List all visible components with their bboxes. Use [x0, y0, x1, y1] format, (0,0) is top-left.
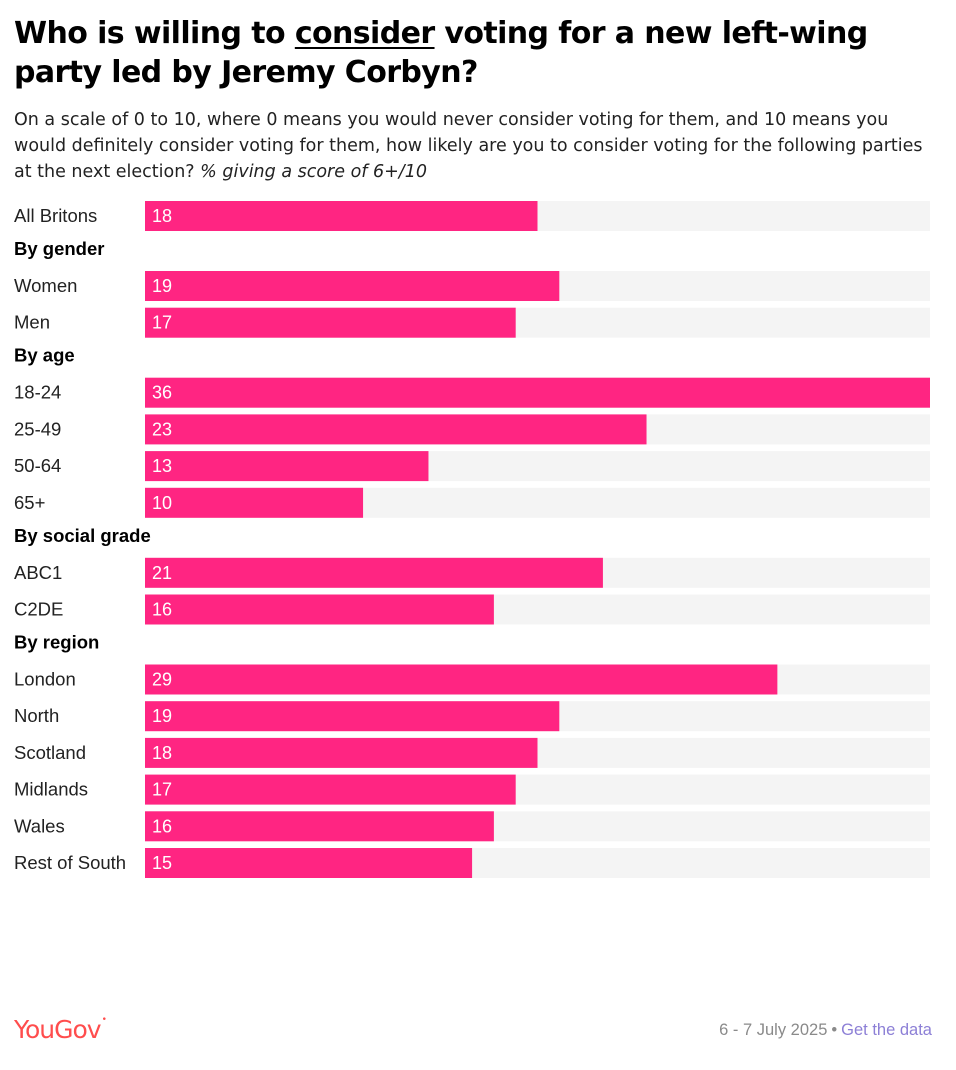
subtitle-question: On a scale of 0 to 10, where 0 means you…: [14, 110, 923, 182]
value-label: 29: [152, 670, 172, 690]
group-label: By age: [14, 345, 75, 366]
fieldwork-date: 6 - 7 July 2025: [719, 1021, 828, 1039]
bar-chart: All Britons 18 By gender Women 19 Men 17 By age…: [14, 201, 930, 878]
category-label: All Britons: [14, 205, 97, 226]
bar: [145, 811, 494, 842]
category-label: Women: [14, 275, 77, 296]
category-label: 50-64: [14, 455, 61, 476]
bar: [145, 701, 560, 732]
category-label: North: [14, 705, 59, 726]
bar: [145, 487, 364, 518]
get-the-data-link[interactable]: Get the data: [841, 1021, 932, 1039]
title-part-1: Who is willing to: [14, 16, 295, 51]
category-label: 65+: [14, 492, 45, 513]
category-label: Midlands: [14, 779, 88, 800]
value-label: 15: [152, 853, 172, 873]
value-label: 17: [152, 780, 172, 800]
bar: [145, 451, 429, 482]
value-label: 23: [152, 419, 172, 439]
value-label: 17: [152, 313, 172, 333]
group-label: By social grade: [14, 525, 151, 546]
bar: [145, 594, 494, 625]
value-label: 13: [152, 456, 172, 476]
bar: [145, 848, 473, 878]
yougov-logo: YouGov•: [14, 1015, 107, 1044]
bar: [145, 557, 603, 588]
category-label: 25-49: [14, 418, 61, 439]
title-part-2: voting for a new left-wing party led by …: [14, 16, 868, 90]
value-label: 18: [152, 206, 172, 226]
category-label: London: [14, 669, 76, 690]
category-label: Men: [14, 312, 50, 333]
value-label: 21: [152, 563, 172, 583]
bar: [145, 774, 516, 805]
category-label: C2DE: [14, 599, 63, 620]
bar: [145, 414, 647, 445]
value-label: 19: [152, 706, 172, 726]
yougov-logo-text: YouGov: [14, 1015, 102, 1044]
value-label: 10: [152, 493, 172, 513]
value-label: 19: [152, 276, 172, 296]
category-label: ABC1: [14, 562, 62, 583]
trademark-icon: •: [101, 1015, 107, 1025]
value-label: 18: [152, 743, 172, 763]
bar: [145, 737, 538, 768]
group-label: By gender: [14, 238, 104, 259]
category-label: Wales: [14, 815, 65, 836]
separator-dot: •: [831, 1021, 838, 1039]
value-label: 36: [152, 383, 172, 403]
bar: [145, 377, 930, 408]
chart-subtitle: On a scale of 0 to 10, where 0 means you…: [14, 107, 939, 185]
chart-title: Who is willing to consider voting for a …: [14, 14, 934, 92]
bar: [145, 271, 560, 301]
subtitle-note: % giving a score of 6+/10: [200, 162, 427, 182]
footer-meta: 6 - 7 July 2025 • Get the data: [719, 1021, 932, 1040]
bar: [145, 307, 516, 338]
group-label: By region: [14, 632, 99, 653]
category-label: 18-24: [14, 382, 61, 403]
category-label: Rest of South: [14, 852, 126, 873]
footer: YouGov• 6 - 7 July 2025 • Get the data: [14, 1015, 932, 1047]
category-label: Scotland: [14, 742, 86, 763]
value-label: 16: [152, 816, 172, 836]
bar: [145, 201, 538, 231]
title-underlined-word: consider: [294, 16, 435, 51]
value-label: 16: [152, 600, 172, 620]
bar: [145, 664, 778, 695]
